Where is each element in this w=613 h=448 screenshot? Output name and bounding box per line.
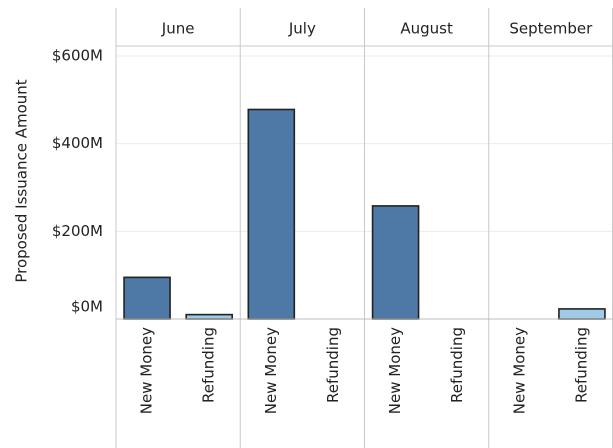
facet-label-august: August bbox=[400, 20, 453, 38]
facet-label-july: July bbox=[288, 20, 316, 38]
category-label: Refunding bbox=[572, 327, 590, 403]
category-label: New Money bbox=[386, 327, 404, 414]
category-label: Refunding bbox=[200, 327, 218, 403]
facet-label-september: September bbox=[509, 20, 593, 38]
category-label: Refunding bbox=[324, 327, 342, 403]
bar-june-refunding[interactable] bbox=[185, 313, 233, 320]
facet-header: June July August September bbox=[116, 20, 613, 47]
y-axis-ticks: $0M $200M $400M $600M bbox=[52, 47, 103, 316]
bar-june-new-money[interactable] bbox=[123, 276, 171, 320]
bar-september-refunding[interactable] bbox=[558, 308, 606, 320]
y-axis-title: Proposed Issuance Amount bbox=[13, 79, 31, 282]
category-label: New Money bbox=[138, 327, 156, 414]
y-tick-label: $600M bbox=[52, 47, 103, 65]
y-tick-label: $200M bbox=[52, 222, 103, 240]
bar-august-new-money[interactable] bbox=[371, 205, 420, 320]
bars bbox=[123, 108, 606, 320]
panel-separators bbox=[115, 8, 613, 448]
facet-label-june: June bbox=[161, 20, 195, 38]
category-label: New Money bbox=[262, 327, 280, 414]
y-tick-label: $0M bbox=[71, 298, 103, 316]
bar-july-new-money[interactable] bbox=[247, 108, 296, 320]
category-label: New Money bbox=[510, 327, 528, 414]
category-label: Refunding bbox=[448, 327, 466, 403]
y-tick-label: $400M bbox=[52, 134, 103, 152]
category-labels: New Money Refunding New Money Refunding New … bbox=[138, 327, 591, 414]
